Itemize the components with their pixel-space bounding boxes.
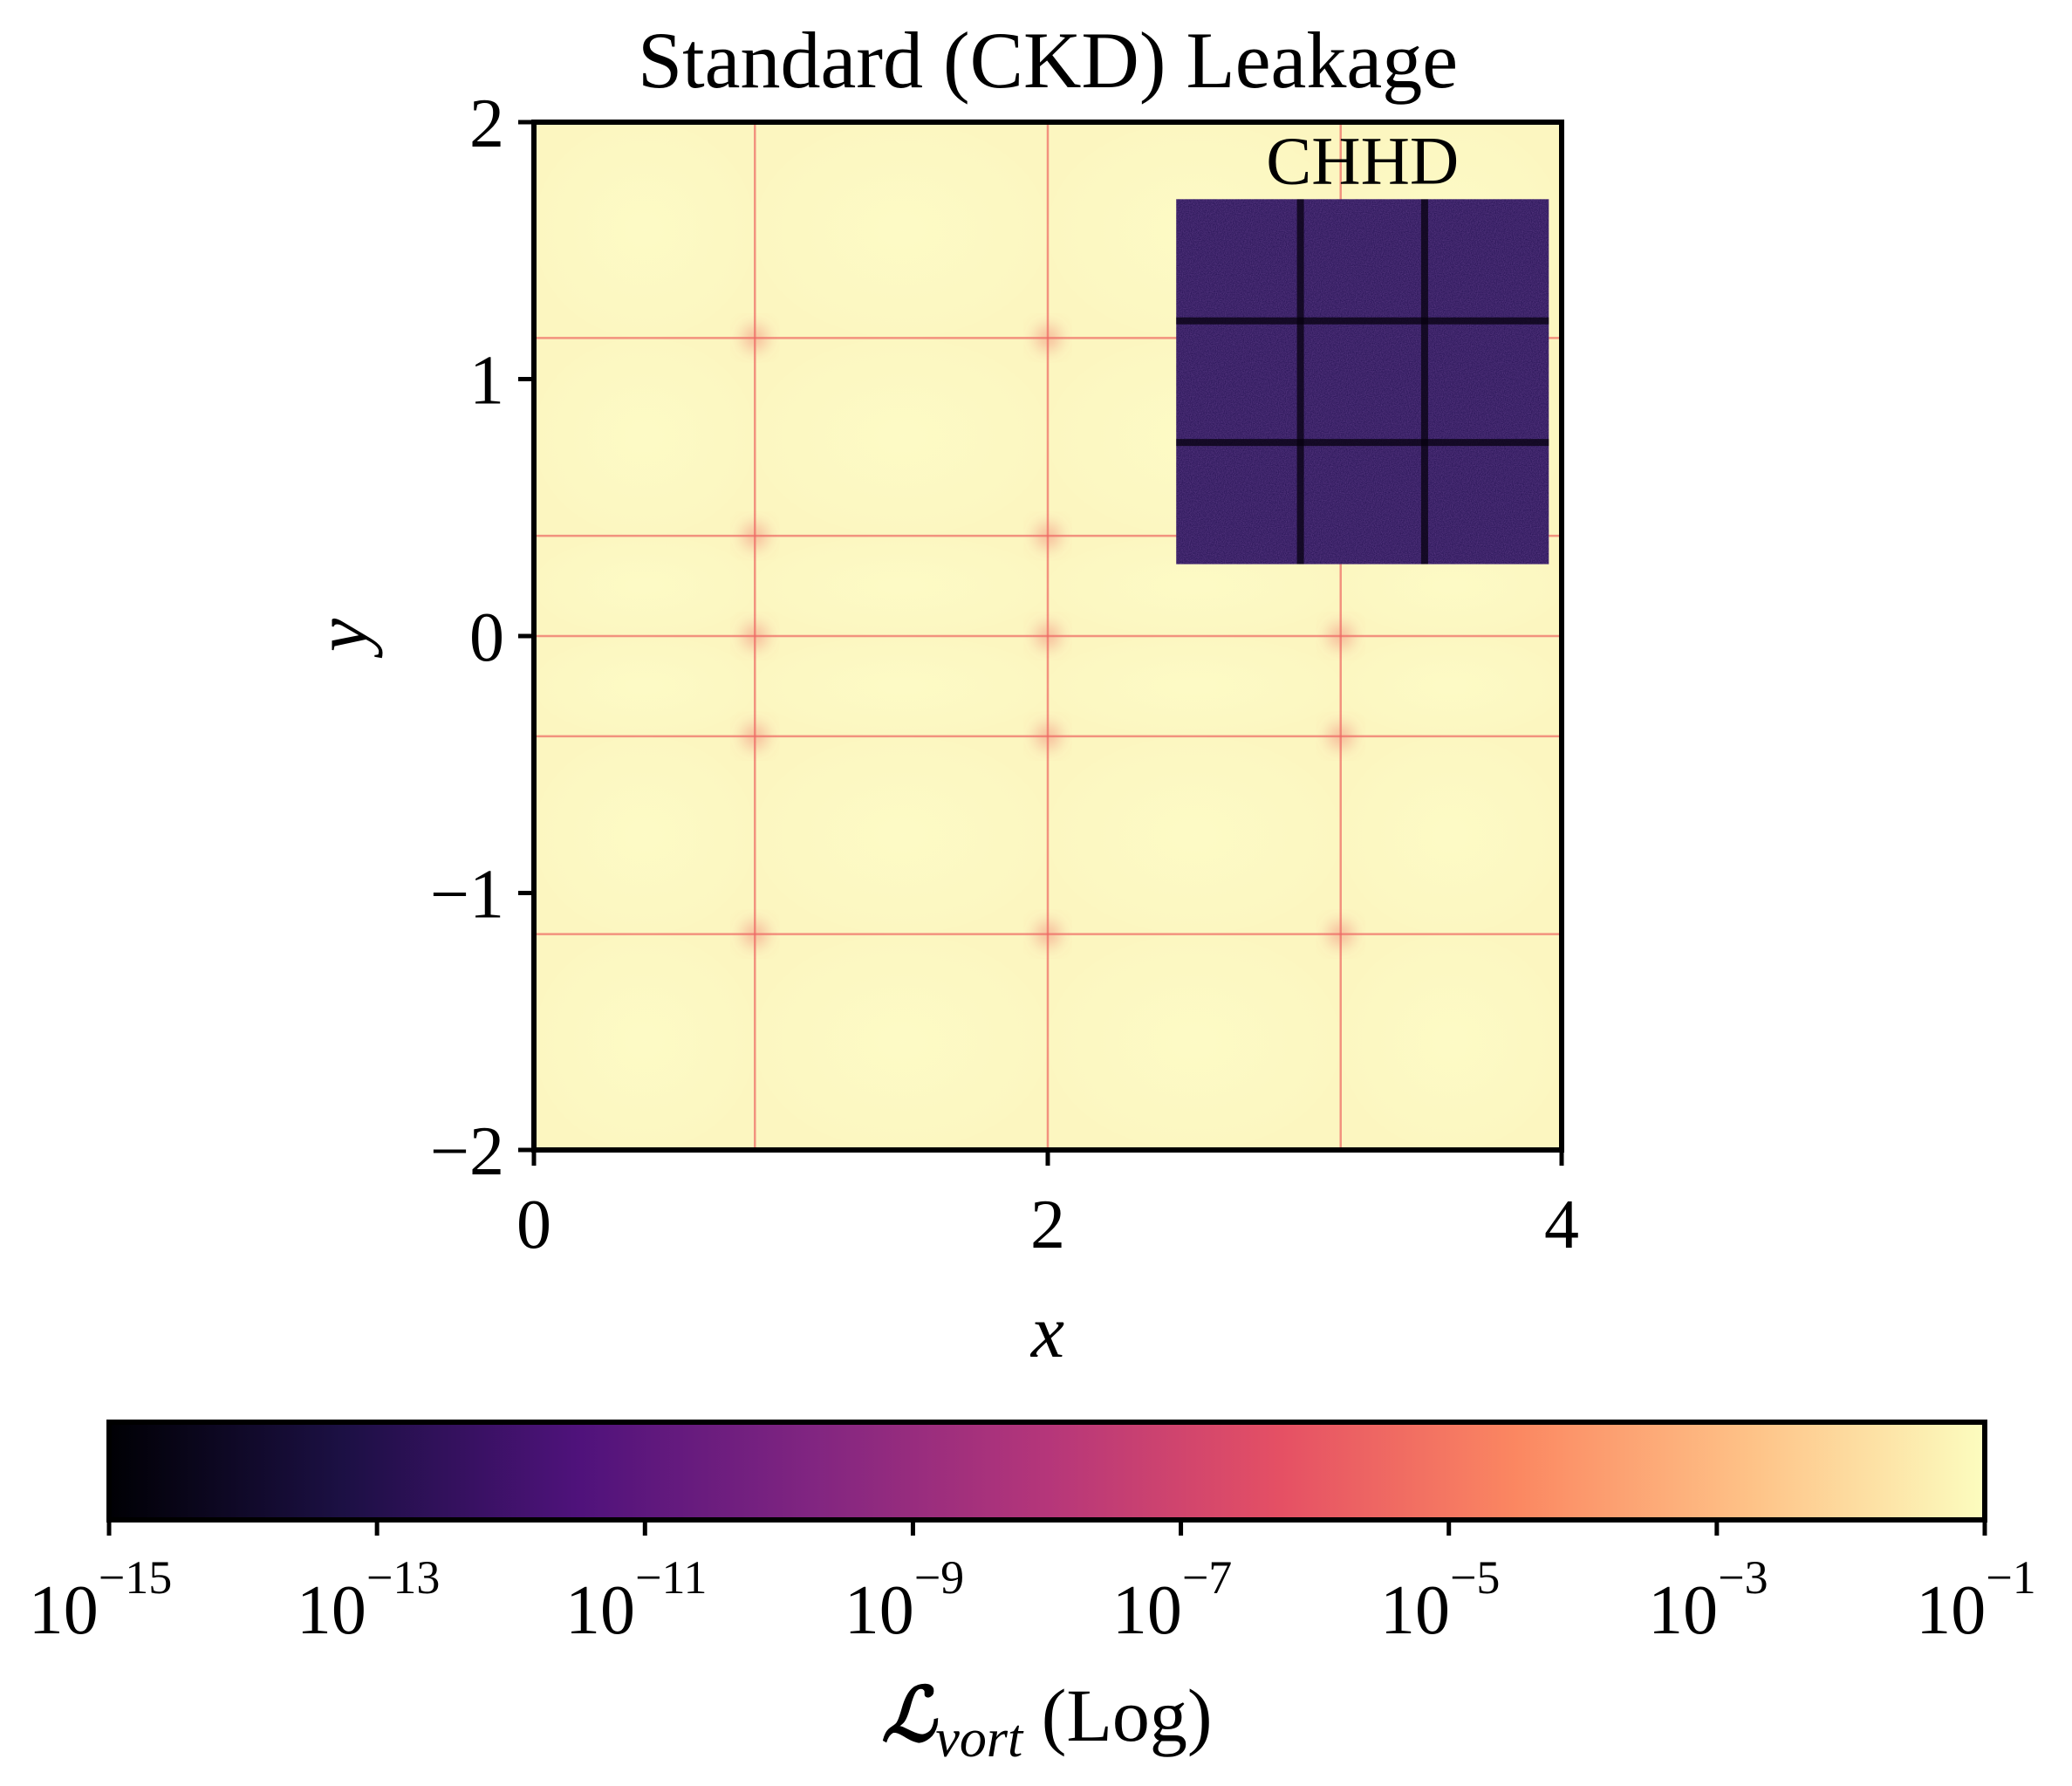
colorbar-tick-label: 10−15 (29, 1551, 172, 1649)
colorbar-label-symbol: ℒ (881, 1673, 938, 1757)
colorbar-label-suffix: (Log) (1022, 1673, 1212, 1757)
heatmap-cell-glow (755, 536, 1048, 636)
colorbar-tick-exponent: −9 (914, 1551, 964, 1604)
colorbar-tick-base: 10 (297, 1572, 366, 1649)
chart-title: Standard (CKD) Leakage (638, 16, 1458, 105)
colorbar-tick-exponent: −13 (366, 1551, 440, 1604)
heatmap-cell-glow (1340, 736, 1562, 934)
colorbar-tick-label: 10−5 (1380, 1551, 1500, 1649)
colorbar-tick-exponent: −1 (1986, 1551, 2035, 1604)
x-tick-label: 0 (516, 1187, 551, 1263)
ridge-intersection (1328, 921, 1353, 947)
colorbar-tick-label: 10−9 (845, 1551, 964, 1649)
colorbar-label-subscript: vort (935, 1709, 1024, 1769)
heatmap-cell-glow (534, 122, 756, 339)
heatmap-cell-glow (1048, 736, 1341, 934)
colorbar-tick-base: 10 (29, 1572, 99, 1649)
ridge-intersection (1328, 624, 1353, 648)
colorbar-tick-label: 10−3 (1648, 1551, 1768, 1649)
colorbar-gradient (106, 1420, 1987, 1523)
colorbar-tick-base: 10 (1112, 1572, 1182, 1649)
heatmap-cell-glow (534, 636, 756, 736)
colorbar-tick-base: 10 (1916, 1572, 1986, 1649)
colorbar-tick-base: 10 (1380, 1572, 1450, 1649)
heatmap-cell-glow (755, 636, 1048, 736)
ridge-intersection (742, 921, 768, 947)
heatmap-cell-glow (755, 338, 1048, 537)
ridge-intersection (742, 523, 768, 549)
x-axis-ticks: 0 2 4 (516, 1150, 1579, 1263)
colorbar-tick-exponent: −11 (635, 1551, 707, 1604)
heatmap-horizontal-ridges (534, 325, 1562, 947)
colorbar-tick-exponent: −7 (1182, 1551, 1232, 1604)
y-tick-label: −1 (430, 857, 504, 934)
heatmap-cell-glow (534, 338, 756, 537)
ridge-intersection (742, 325, 768, 351)
y-axis-ticks: 2 1 0 −1 −2 (430, 86, 534, 1190)
inset-grid-lines (1176, 199, 1549, 565)
colorbar-tick-base: 10 (845, 1572, 914, 1649)
heatmap-cell-glow (1340, 934, 1562, 1150)
colorbar-label: ℒvort (Log) (881, 1673, 1212, 1769)
heatmap-cell-glow (1340, 636, 1562, 736)
inset-chhd: CHHD (1176, 122, 1549, 565)
colorbar-tick-label: 10−7 (1112, 1551, 1232, 1649)
colorbar-tick-exponent: −5 (1450, 1551, 1500, 1604)
inset-noise-texture (1176, 199, 1549, 565)
ridge-intersection (1036, 723, 1060, 749)
heatmap-cell-glow (755, 736, 1048, 934)
heatmap-cell-glow (755, 934, 1048, 1150)
heatmap-cell-glow (534, 536, 756, 636)
y-axis-label: y (299, 618, 383, 659)
ridge-intersection (742, 723, 768, 749)
colorbar-tick-label: 10−1 (1916, 1551, 2035, 1649)
ridge-intersection (742, 624, 768, 648)
y-tick-label: 0 (469, 599, 504, 676)
ridge-intersection (1036, 325, 1060, 351)
inset-title: CHHD (1266, 122, 1459, 198)
colorbar-ticks: 10−15 10−13 10−11 10−9 10−7 10−5 10−3 10−1 (29, 1520, 2036, 1649)
colorbar-tick-label: 10−13 (297, 1551, 440, 1649)
heatmap-cell-glow (755, 122, 1048, 339)
colorbar: 10−15 10−13 10−11 10−9 10−7 10−5 10−3 10−1 ℒvor… (29, 1420, 2036, 1769)
y-tick-label: −2 (430, 1113, 504, 1190)
colorbar-tick-base: 10 (1648, 1572, 1718, 1649)
colorbar-tick-exponent: −3 (1718, 1551, 1768, 1604)
ridge-intersection (1036, 624, 1060, 648)
heatmap-cell-glow (534, 736, 756, 934)
ridge-intersection (1328, 723, 1353, 749)
colorbar-tick-base: 10 (565, 1572, 635, 1649)
x-tick-label: 2 (1030, 1187, 1065, 1263)
y-tick-label: 2 (469, 86, 504, 162)
y-tick-label: 1 (469, 343, 504, 420)
colorbar-tick-label: 10−11 (565, 1551, 707, 1649)
ridge-intersection (1036, 921, 1060, 947)
x-tick-label: 4 (1544, 1187, 1579, 1263)
ridge-intersection (1036, 523, 1060, 549)
x-axis-label: x (1029, 1290, 1064, 1373)
heatmap-cell-glow (534, 934, 756, 1150)
colorbar-tick-exponent: −15 (99, 1551, 172, 1604)
heatmap-cell-glow (1048, 636, 1341, 736)
heatmap-cell-glow (1048, 934, 1341, 1150)
